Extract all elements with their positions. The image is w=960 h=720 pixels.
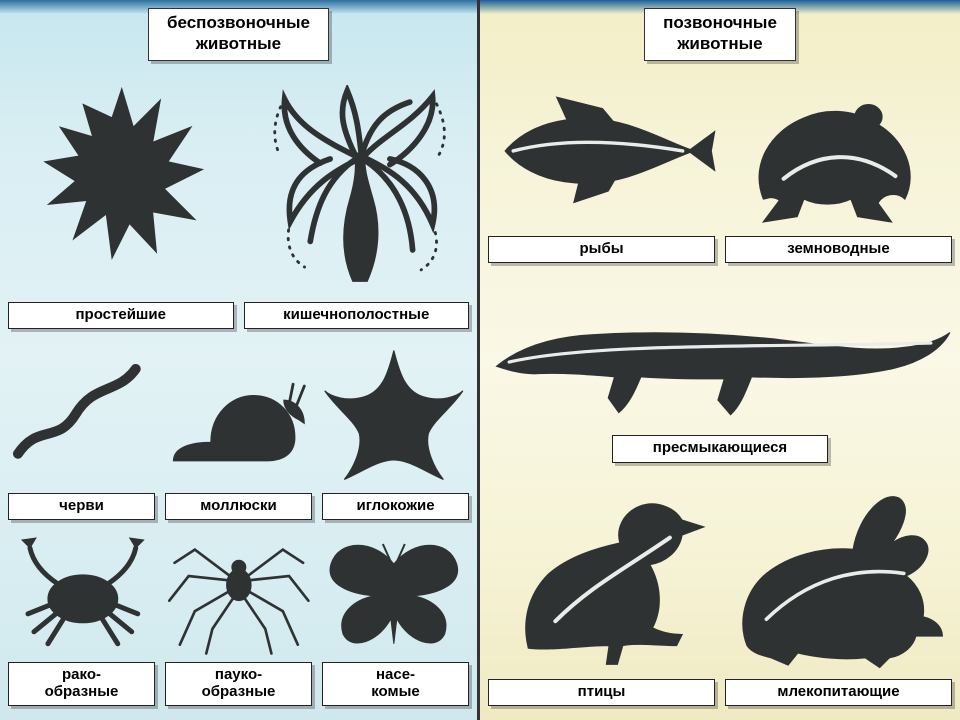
label-worms: черви	[8, 493, 155, 520]
left-row-2: черви моллюски иглокожие	[6, 335, 471, 526]
left-header: беспозвоночные животные	[148, 8, 329, 61]
frog-icon	[723, 71, 952, 233]
label-reptiles: пресмыкающиеся	[612, 435, 828, 462]
left-header-l2: животные	[196, 34, 281, 53]
label-fish: рыбы	[488, 236, 715, 263]
label-amphibians: земноводные	[725, 236, 952, 263]
spider-icon	[164, 530, 314, 657]
label-arachnids: пауко- образные	[165, 662, 312, 707]
vertebrates-panel: позвоночные животные	[480, 0, 960, 720]
invertebrates-panel: беспозвоночные животные	[0, 0, 480, 720]
label-crustaceans: рако- образные	[8, 662, 155, 707]
hydra-icon	[242, 71, 470, 299]
left-row-3: рако- образные пауко- образные насе- ком…	[6, 526, 471, 712]
right-header-l1: позвоночные	[663, 13, 777, 32]
rabbit-icon	[723, 473, 952, 675]
crab-icon	[8, 530, 158, 657]
label-insects: насе- комые	[322, 662, 469, 707]
lizard-icon	[488, 273, 952, 431]
left-row-1: простейшие кишечнополостные	[6, 67, 471, 336]
label-birds: птицы	[488, 679, 715, 706]
right-row-3: птицы млекопитающие	[486, 469, 954, 712]
butterfly-icon	[319, 530, 469, 657]
bird-icon	[488, 473, 717, 675]
right-header: позвоночные животные	[644, 8, 796, 61]
amoeba-icon	[8, 71, 236, 299]
label-protozoa: простейшие	[8, 302, 234, 329]
label-echinoderms: иглокожие	[322, 493, 469, 520]
right-row-2: пресмыкающиеся	[486, 269, 954, 468]
fish-icon	[488, 71, 717, 233]
left-header-l1: беспозвоночные	[167, 13, 310, 32]
right-header-l2: животные	[677, 34, 762, 53]
snail-icon	[164, 339, 314, 489]
right-row-1: рыбы земноводные	[486, 67, 954, 270]
starfish-icon	[319, 339, 469, 489]
label-mammals: млекопитающие	[725, 679, 952, 706]
worm-icon	[8, 339, 158, 489]
label-coelenterata: кишечнополостные	[244, 302, 470, 329]
label-mollusks: моллюски	[165, 493, 312, 520]
